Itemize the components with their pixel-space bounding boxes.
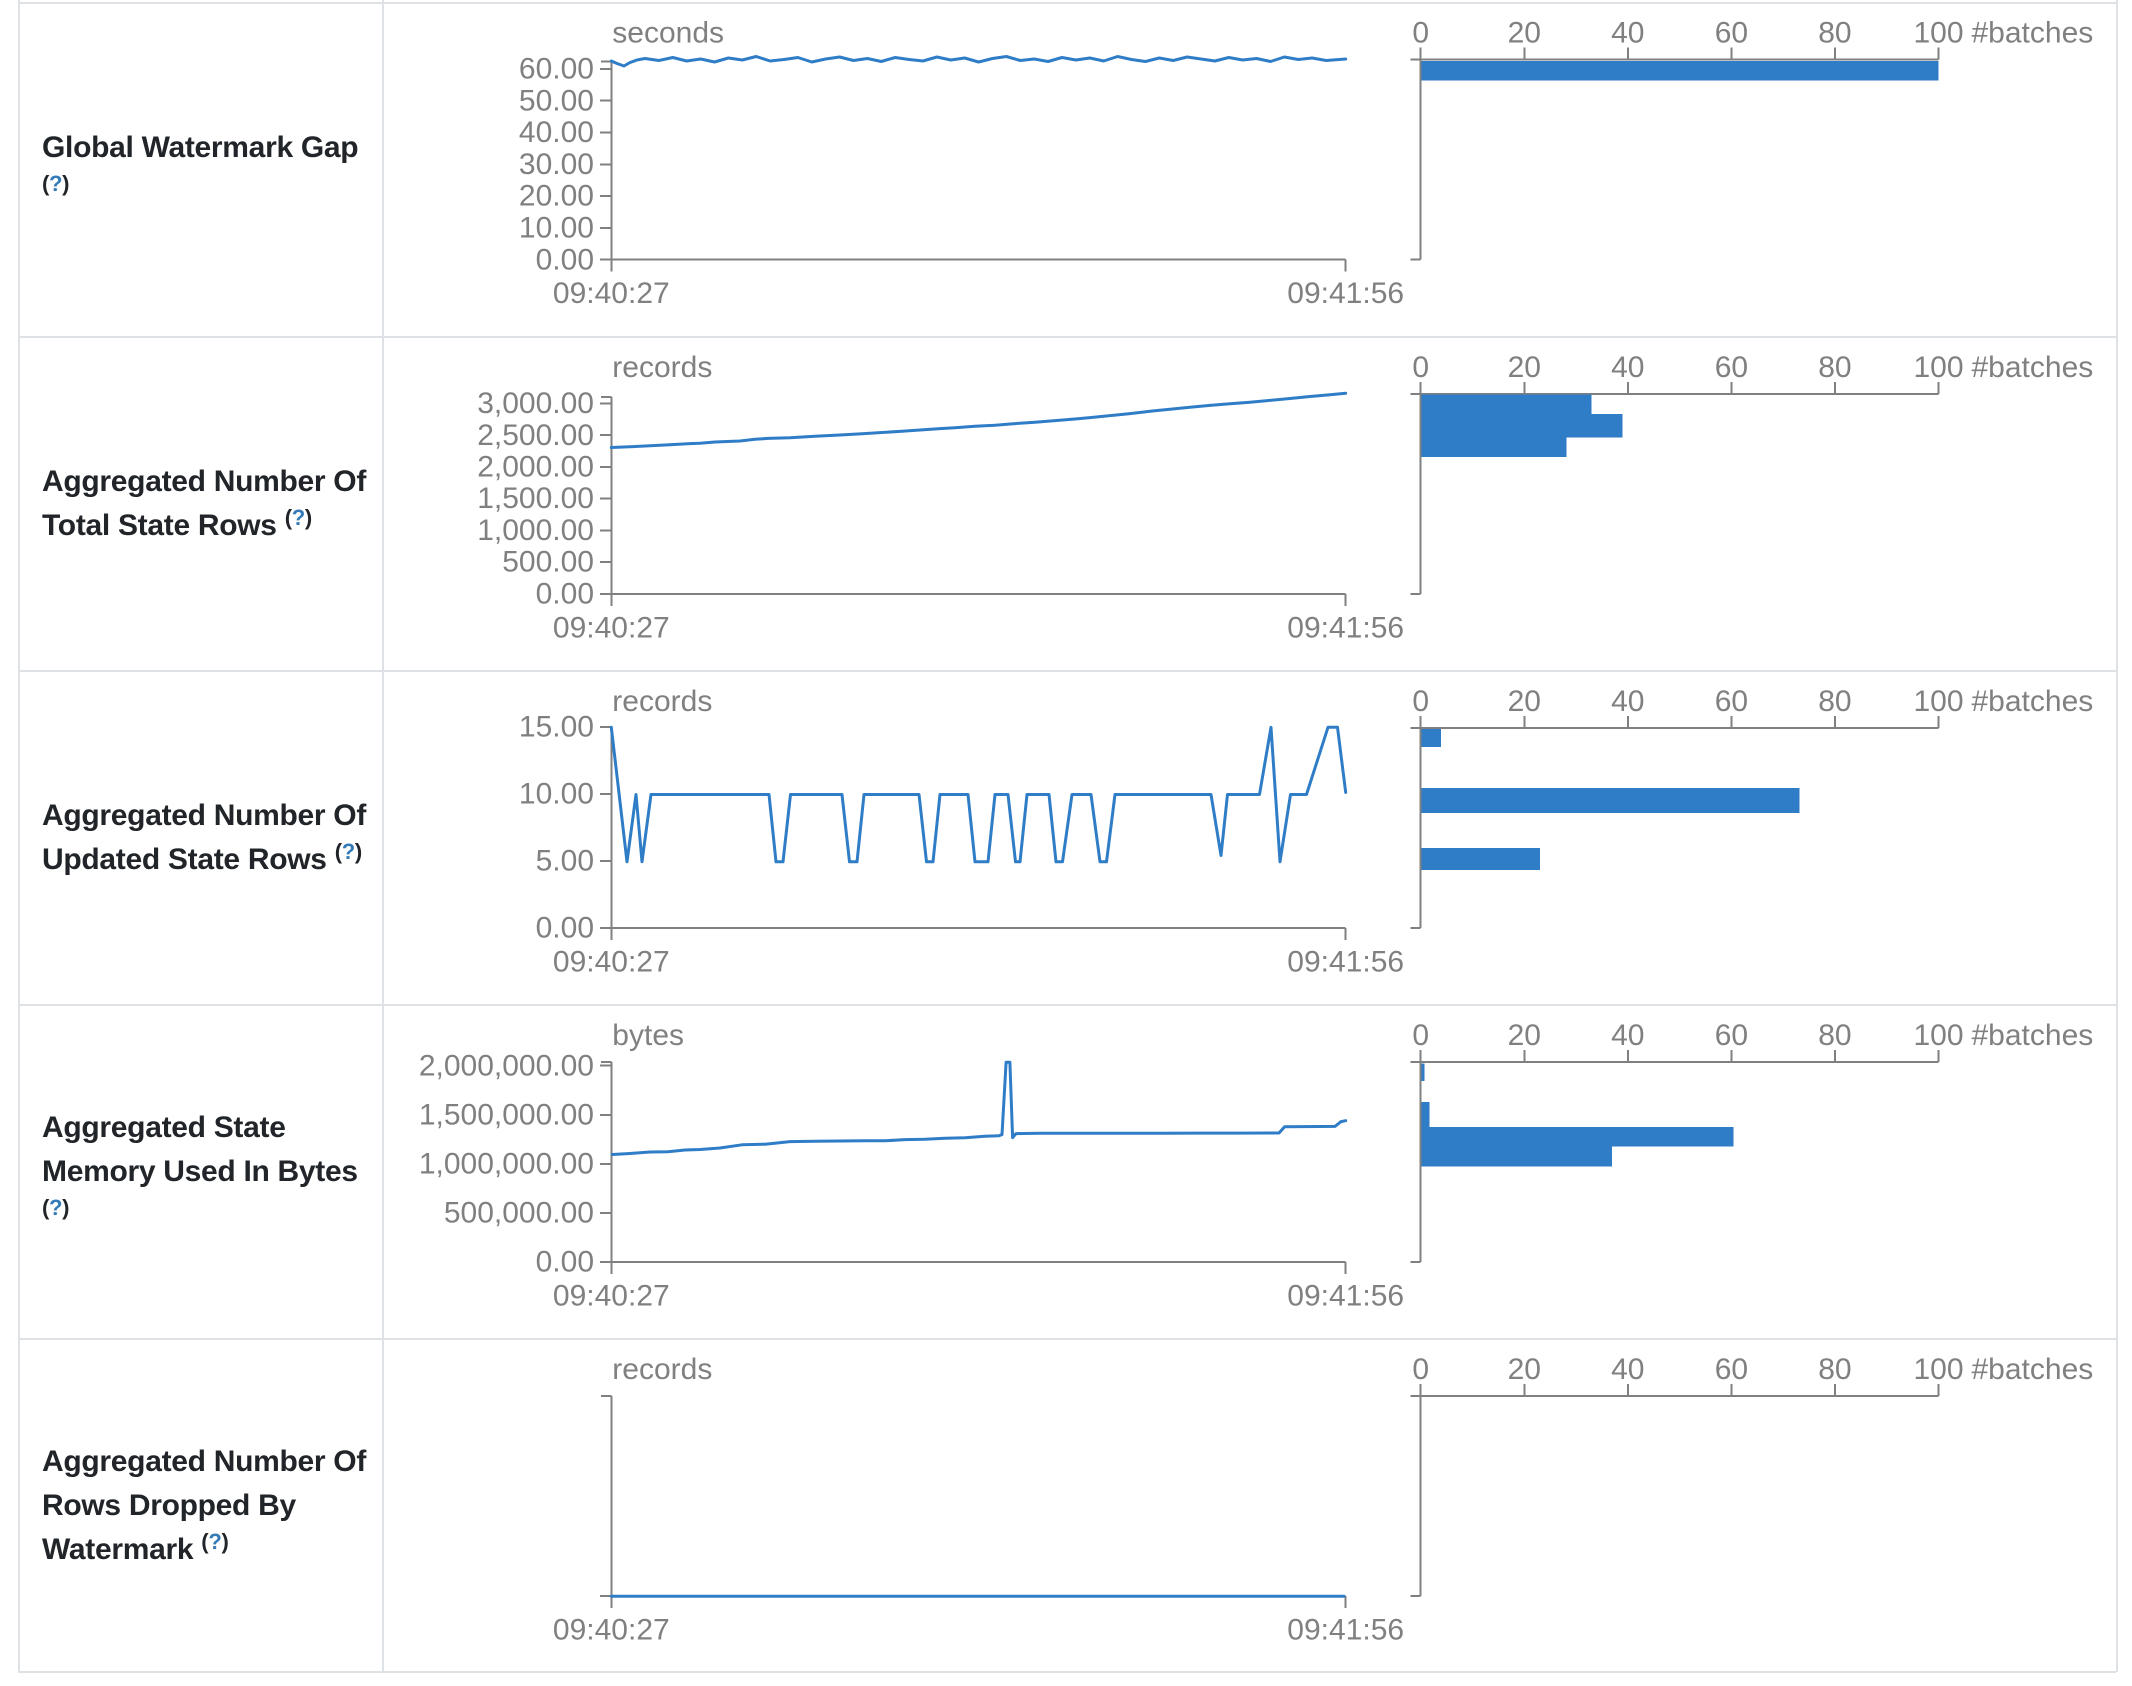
svg-text:09:41:56: 09:41:56 — [1287, 1614, 1404, 1647]
svg-text:60: 60 — [1715, 351, 1748, 384]
svg-text:2,000,000.00: 2,000,000.00 — [419, 1049, 594, 1082]
svg-text:10.00: 10.00 — [519, 212, 594, 245]
svg-text:100: 100 — [1913, 1353, 1963, 1386]
svg-text:#batches: #batches — [1972, 1019, 2094, 1052]
svg-text:40: 40 — [1611, 1019, 1644, 1052]
svg-text:5.00: 5.00 — [536, 845, 594, 878]
svg-text:40: 40 — [1611, 351, 1644, 384]
svg-text:#batches: #batches — [1972, 351, 2094, 384]
svg-text:records: records — [612, 1353, 712, 1386]
svg-text:20: 20 — [1508, 351, 1541, 384]
svg-text:80: 80 — [1818, 1353, 1851, 1386]
svg-text:0: 0 — [1412, 351, 1429, 384]
svg-text:0: 0 — [1412, 685, 1429, 718]
svg-text:40.00: 40.00 — [519, 116, 594, 149]
svg-text:15.00: 15.00 — [519, 711, 594, 744]
svg-text:records: records — [612, 685, 712, 718]
svg-text:bytes: bytes — [612, 1019, 684, 1052]
svg-text:20.00: 20.00 — [519, 180, 594, 213]
svg-text:40: 40 — [1611, 685, 1644, 718]
svg-text:0.00: 0.00 — [536, 1246, 594, 1279]
svg-text:1,500.00: 1,500.00 — [477, 482, 594, 515]
svg-text:20: 20 — [1508, 1353, 1541, 1386]
svg-text:100: 100 — [1913, 1019, 1963, 1052]
svg-text:0: 0 — [1412, 17, 1429, 50]
svg-text:60.00: 60.00 — [519, 53, 594, 86]
svg-text:20: 20 — [1508, 1019, 1541, 1052]
svg-text:09:41:56: 09:41:56 — [1287, 277, 1404, 310]
svg-text:40: 40 — [1611, 1353, 1644, 1386]
svg-text:0.00: 0.00 — [536, 577, 594, 610]
svg-text:#batches: #batches — [1972, 17, 2094, 50]
svg-text:80: 80 — [1818, 17, 1851, 50]
svg-text:09:41:56: 09:41:56 — [1287, 1280, 1404, 1313]
svg-text:60: 60 — [1715, 17, 1748, 50]
svg-text:20: 20 — [1508, 685, 1541, 718]
svg-text:100: 100 — [1913, 17, 1963, 50]
svg-text:3,000.00: 3,000.00 — [477, 387, 594, 420]
svg-text:1,500,000.00: 1,500,000.00 — [419, 1098, 594, 1131]
svg-text:2,500.00: 2,500.00 — [477, 419, 594, 452]
svg-text:50.00: 50.00 — [519, 84, 594, 117]
svg-text:#batches: #batches — [1972, 1353, 2094, 1386]
svg-text:100: 100 — [1913, 685, 1963, 718]
svg-text:records: records — [612, 351, 712, 384]
svg-text:09:40:27: 09:40:27 — [553, 277, 670, 310]
svg-text:100: 100 — [1913, 351, 1963, 384]
svg-text:10.00: 10.00 — [519, 778, 594, 811]
svg-text:#batches: #batches — [1972, 685, 2094, 718]
svg-text:09:40:27: 09:40:27 — [553, 1280, 670, 1313]
svg-text:1,000.00: 1,000.00 — [477, 514, 594, 547]
svg-text:0: 0 — [1412, 1353, 1429, 1386]
svg-text:40: 40 — [1611, 17, 1644, 50]
svg-text:09:41:56: 09:41:56 — [1287, 945, 1404, 978]
svg-text:0.00: 0.00 — [536, 243, 594, 276]
svg-text:09:40:27: 09:40:27 — [553, 1614, 670, 1647]
svg-text:500.00: 500.00 — [502, 546, 594, 579]
svg-text:09:40:27: 09:40:27 — [553, 611, 670, 644]
svg-text:09:40:27: 09:40:27 — [553, 945, 670, 978]
svg-text:80: 80 — [1818, 1019, 1851, 1052]
svg-text:09:41:56: 09:41:56 — [1287, 611, 1404, 644]
svg-text:80: 80 — [1818, 351, 1851, 384]
svg-text:60: 60 — [1715, 1353, 1748, 1386]
svg-text:60: 60 — [1715, 1019, 1748, 1052]
svg-text:1,000,000.00: 1,000,000.00 — [419, 1148, 594, 1181]
svg-text:500,000.00: 500,000.00 — [444, 1197, 594, 1230]
svg-text:30.00: 30.00 — [519, 148, 594, 181]
svg-text:20: 20 — [1508, 17, 1541, 50]
svg-text:80: 80 — [1818, 685, 1851, 718]
svg-text:0: 0 — [1412, 1019, 1429, 1052]
svg-text:2,000.00: 2,000.00 — [477, 451, 594, 484]
svg-text:0.00: 0.00 — [536, 912, 594, 945]
svg-text:seconds: seconds — [612, 17, 724, 50]
svg-text:60: 60 — [1715, 685, 1748, 718]
